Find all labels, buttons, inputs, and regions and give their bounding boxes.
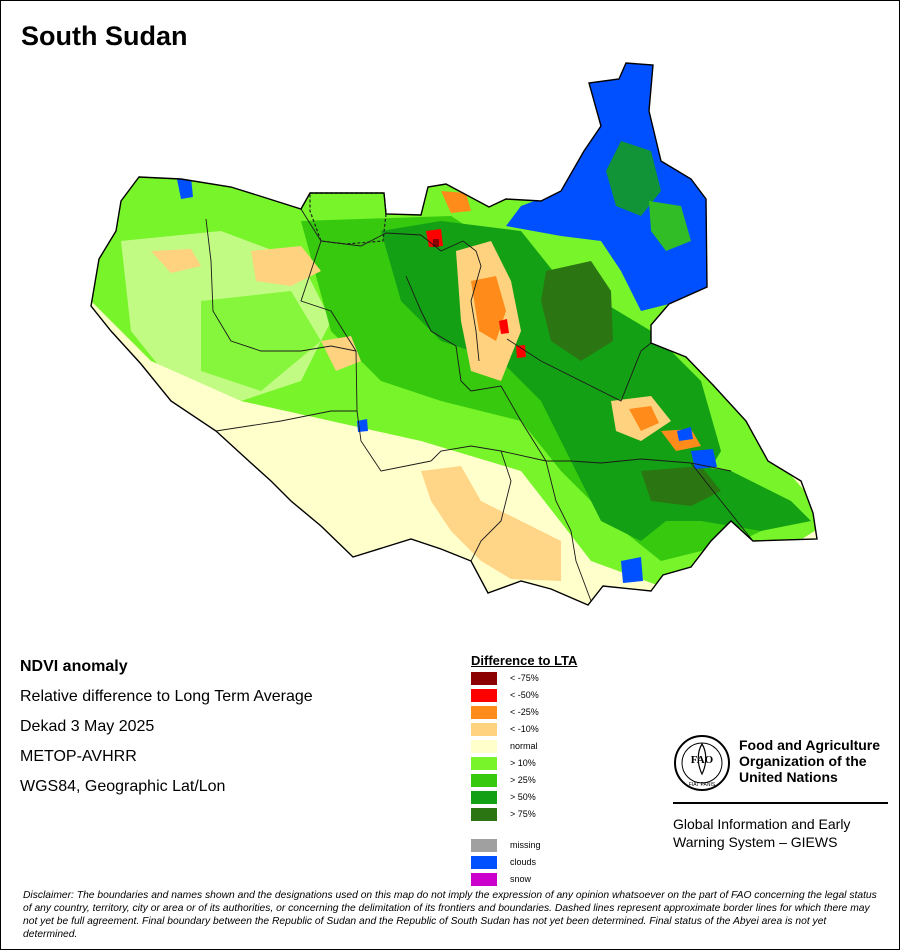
- info-period: Dekad 3 May 2025: [20, 718, 155, 735]
- org-name: Food and Agriculture Organization of the…: [739, 737, 899, 785]
- state-boundaries: [205, 208, 754, 602]
- org-name-line3: United Nations: [739, 769, 838, 785]
- ndvi-map: [90, 62, 818, 606]
- legend-swatch: [471, 723, 497, 736]
- legend-label: missing: [510, 840, 541, 850]
- disclaimer: Disclaimer: The boundaries and names sho…: [23, 890, 877, 940]
- legend-label: clouds: [510, 857, 537, 867]
- org-name-line1: Food and Agriculture: [739, 737, 881, 753]
- fao-emblem-letters: FAO: [691, 754, 714, 766]
- legend-label: > 50%: [510, 792, 536, 802]
- legend: Difference to LTA < -75% < -50% < -25% < -1…: [471, 653, 577, 902]
- legend-swatch: [471, 757, 497, 770]
- legend-label: normal: [510, 741, 538, 751]
- legend-swatch: [471, 873, 497, 886]
- legend-label: < -50%: [510, 690, 539, 700]
- fao-emblem-icon: FAO FIAT PANIS: [674, 735, 730, 791]
- legend-label: < -10%: [510, 724, 539, 734]
- info-projection: WGS84, Geographic Lat/Lon: [20, 778, 226, 795]
- ndvi-raster: [91, 63, 817, 605]
- map-title: South Sudan: [21, 21, 188, 51]
- fao-emblem-motto: FIAT PANIS: [689, 782, 716, 788]
- legend-title: Difference to LTA: [471, 653, 578, 668]
- legend-label: snow: [510, 874, 532, 884]
- map-info: NDVI anomaly Relative difference to Long…: [20, 657, 313, 807]
- legend-label: > 25%: [510, 775, 536, 785]
- giews-name: Global Information and Early Warning Sys…: [673, 815, 850, 851]
- legend-swatch: [471, 839, 497, 852]
- legend-swatch: [471, 740, 497, 753]
- country-outline: [90, 62, 818, 606]
- legend-label: > 75%: [510, 809, 536, 819]
- legend-items: < -75% < -50% < -25% < -10% normal > 10% > 25%…: [471, 672, 577, 902]
- legend-swatch: [471, 808, 497, 821]
- legend-swatch: [471, 774, 497, 787]
- info-sensor: METOP-AVHRR: [20, 748, 137, 765]
- legend-swatch: [471, 689, 497, 702]
- legend-label: < -75%: [510, 673, 539, 683]
- giews-line2: Warning System – GIEWS: [673, 834, 838, 850]
- legend-label: > 10%: [510, 758, 536, 768]
- logo-divider: [673, 802, 888, 804]
- info-heading: NDVI anomaly: [20, 658, 128, 675]
- giews-line1: Global Information and Early: [673, 816, 851, 832]
- legend-swatch: [471, 791, 497, 804]
- legend-label: < -25%: [510, 707, 539, 717]
- org-name-line2: Organization of the: [739, 753, 867, 769]
- legend-swatch: [471, 856, 497, 869]
- legend-swatch: [471, 706, 497, 719]
- info-subtitle: Relative difference to Long Term Average: [20, 688, 313, 705]
- legend-swatch: [471, 672, 497, 685]
